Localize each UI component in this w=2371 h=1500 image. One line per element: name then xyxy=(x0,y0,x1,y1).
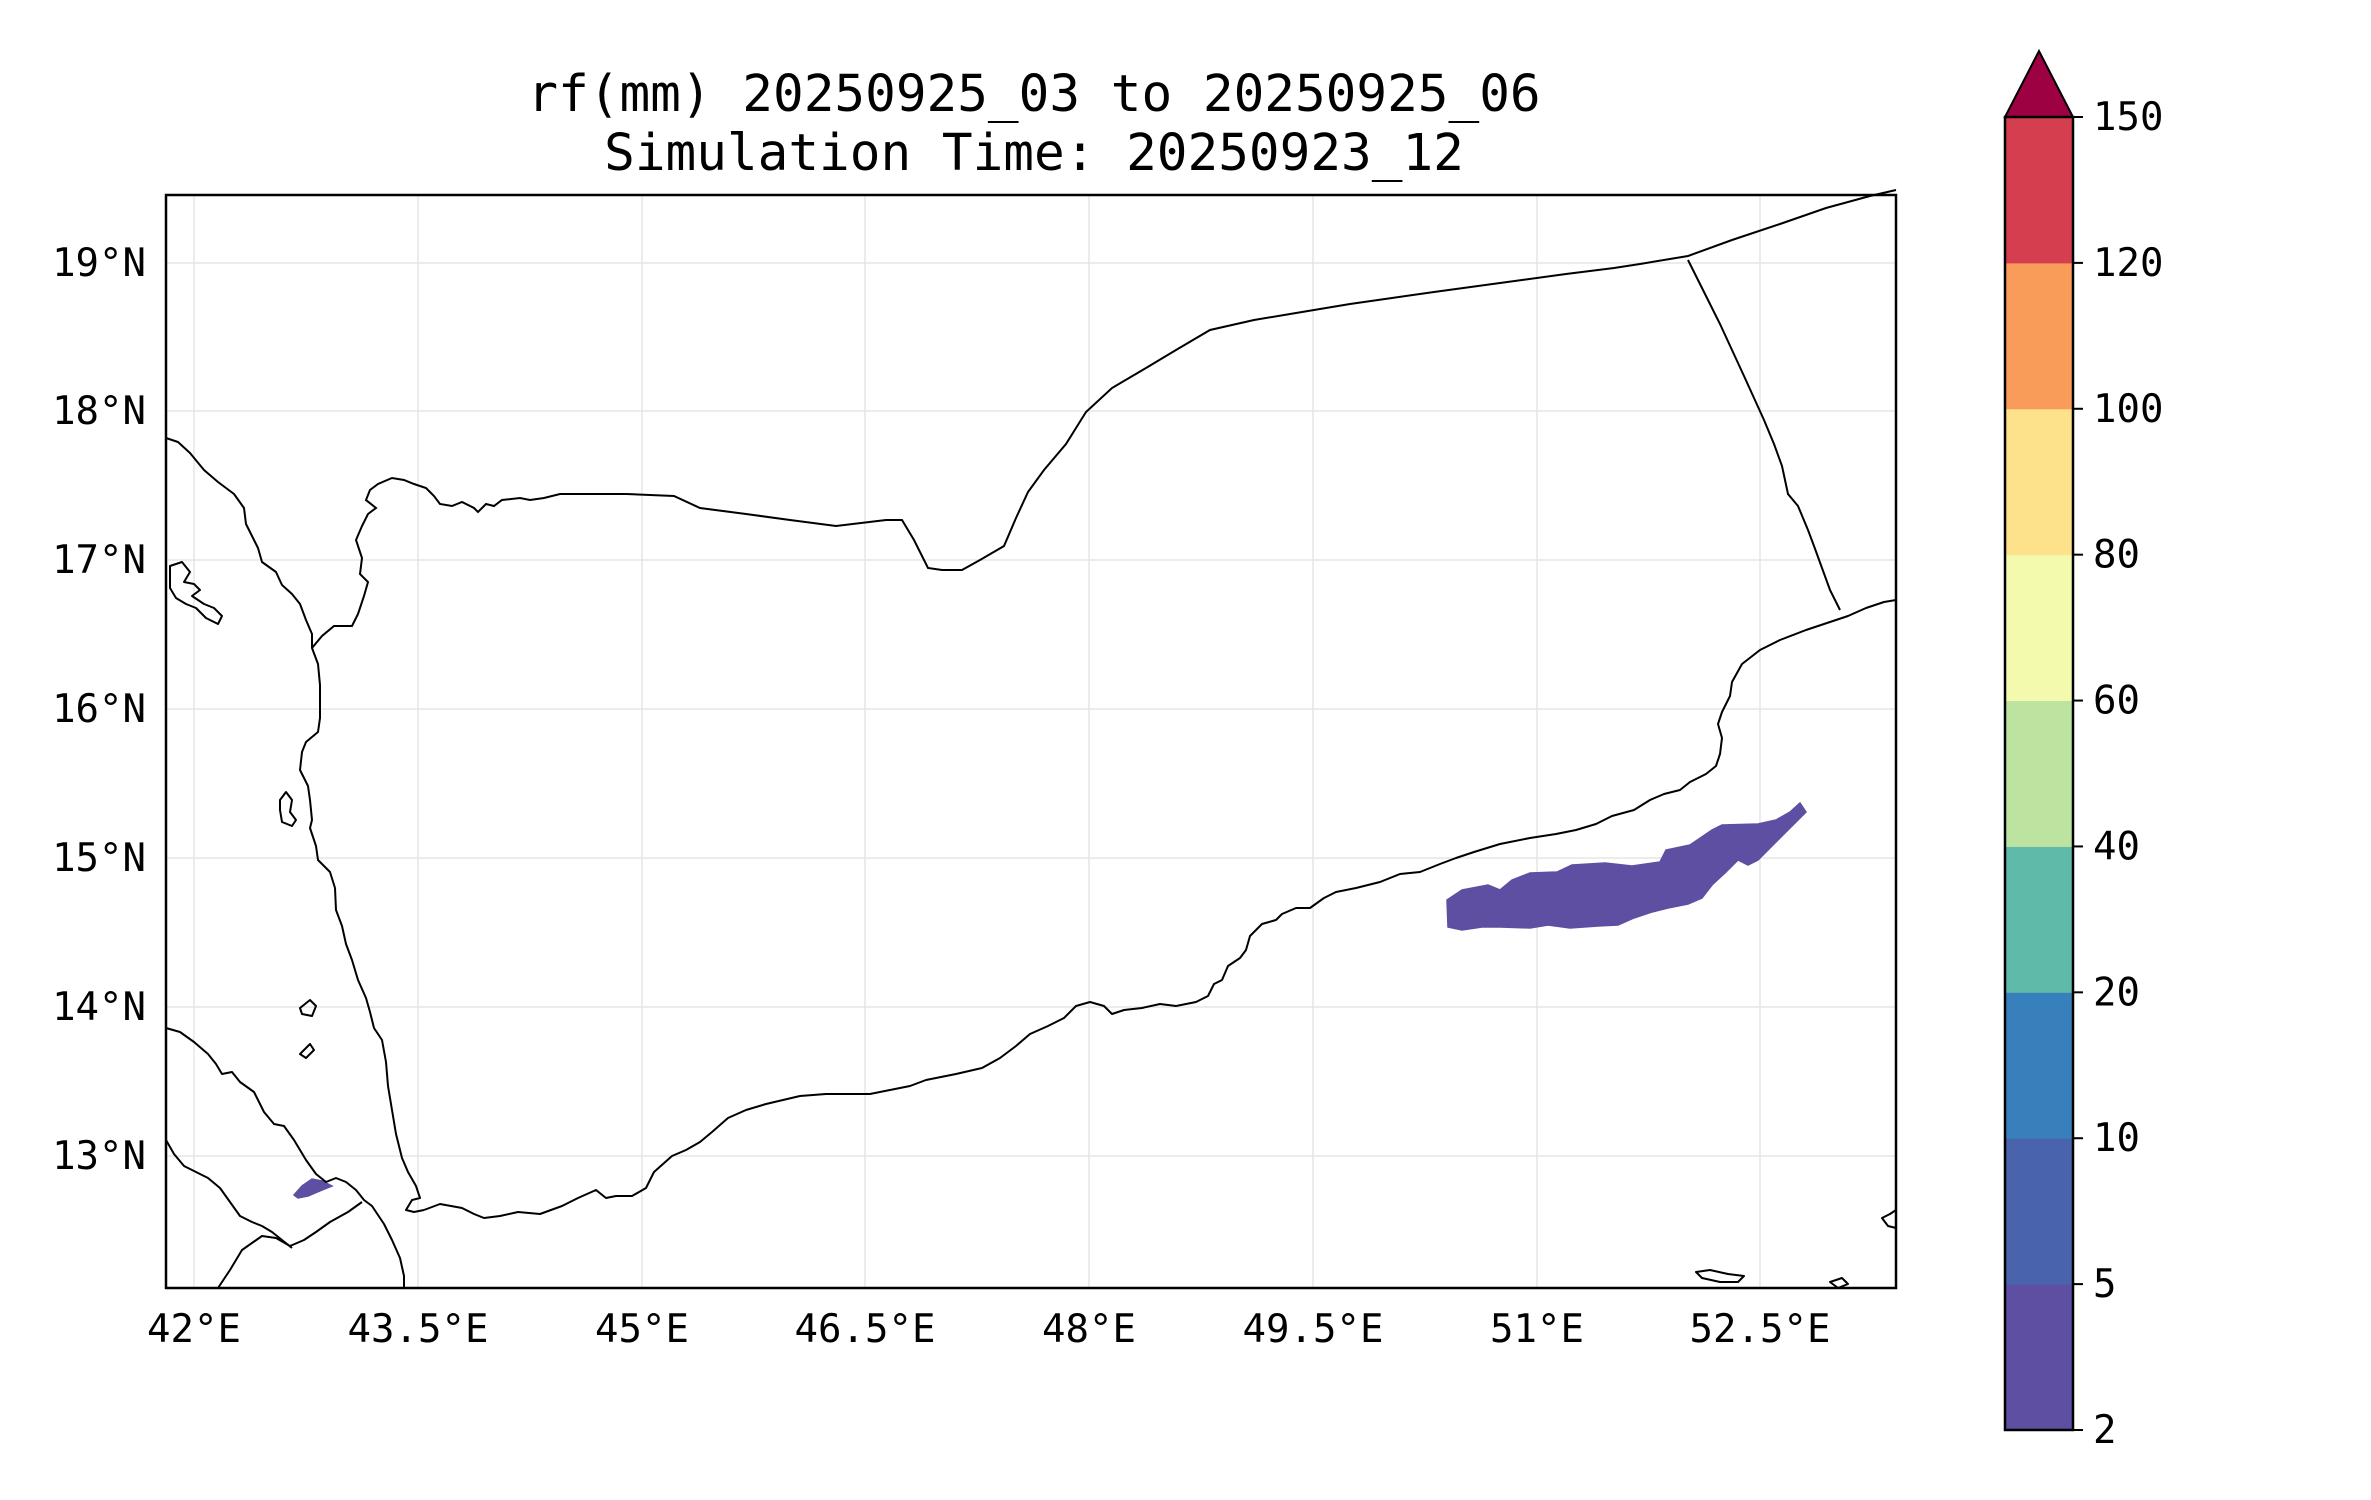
colorbar-tick-labels: 2 5 10 20 40 60 80 100 120 150 xyxy=(2073,95,2163,1453)
y-tick-label: 16°N xyxy=(52,687,146,732)
coastline-horn-of-africa-north xyxy=(165,1027,405,1288)
island-abd-al-kuri xyxy=(1695,1269,1745,1283)
rainfall-shading xyxy=(292,801,1807,1199)
rain-area-bab-el-mandeb xyxy=(292,1178,334,1199)
title-line-1: rf(mm) 20250925_03 to 20250925_06 xyxy=(527,65,1540,124)
y-tick-label: 15°N xyxy=(52,836,146,881)
x-tick-label: 46.5°E xyxy=(795,1307,936,1352)
y-tick-label: 17°N xyxy=(52,538,146,583)
island-farasan xyxy=(169,561,223,625)
colorbar-segment xyxy=(2005,1138,2073,1285)
x-tick-label: 52.5°E xyxy=(1690,1307,1831,1352)
colorbar-tick-label: 2 xyxy=(2093,1408,2116,1453)
map-background xyxy=(166,195,1896,1288)
island-hanish xyxy=(299,999,317,1017)
x-tick-label: 51°E xyxy=(1490,1307,1584,1352)
island-zuqar xyxy=(299,1043,315,1059)
colorbar-tick-label: 150 xyxy=(2093,95,2163,140)
colorbar-segment xyxy=(2005,408,2073,556)
title-line-2: Simulation Time: 20250923_12 xyxy=(604,124,1464,183)
coastline-red-sea-east xyxy=(165,437,425,1213)
x-tick-label: 49.5°E xyxy=(1243,1307,1384,1352)
x-tick-label: 43.5°E xyxy=(348,1307,489,1352)
x-tick-label: 48°E xyxy=(1042,1307,1136,1352)
coastline-eritrea-south xyxy=(165,1139,293,1249)
colorbar-tick-label: 80 xyxy=(2093,533,2140,578)
colorbar-segment xyxy=(2005,992,2073,1139)
colorbar-segments xyxy=(2005,117,2073,1431)
colorbar-tick-label: 40 xyxy=(2093,824,2140,869)
y-tick-label: 19°N xyxy=(52,241,146,286)
y-tick-label: 13°N xyxy=(52,1134,146,1179)
x-tick-label: 45°E xyxy=(595,1307,689,1352)
coastline-somalia-east xyxy=(1881,1209,1897,1229)
map-frame xyxy=(164,193,1898,1290)
colorbar-tick-label: 20 xyxy=(2093,970,2140,1015)
map-panel: 42°E 43.5°E 45°E 46.5°E 48°E 49.5°E 51°E… xyxy=(52,189,1898,1352)
colorbar-segment xyxy=(2005,700,2073,847)
colorbar-tick-label: 120 xyxy=(2093,241,2163,286)
rain-area-hadramawt xyxy=(1446,801,1807,931)
colorbar-segment xyxy=(2005,1284,2073,1431)
colorbar-tick-label: 100 xyxy=(2093,387,2163,432)
colorbar-segment xyxy=(2005,262,2073,410)
colorbar-segment xyxy=(2005,846,2073,993)
colorbar: 2 5 10 20 40 60 80 100 120 150 xyxy=(2003,48,2163,1453)
island-samhah xyxy=(1829,1277,1849,1289)
y-tick-labels: 19°N 18°N 17°N 16°N 15°N 14°N 13°N xyxy=(52,241,146,1179)
x-tick-labels: 42°E 43.5°E 45°E 46.5°E 48°E 49.5°E 51°E… xyxy=(147,1307,1830,1352)
y-tick-label: 14°N xyxy=(52,985,146,1030)
gridlines xyxy=(166,195,1896,1288)
coastlines xyxy=(165,189,1897,1289)
coastline-djibouti xyxy=(217,1201,363,1289)
x-tick-label: 42°E xyxy=(147,1307,241,1352)
colorbar-tick-label: 5 xyxy=(2093,1262,2116,1307)
coastline-gulf-of-aden-north xyxy=(423,599,1897,1219)
colorbar-tick-label: 60 xyxy=(2093,679,2140,724)
colorbar-segment xyxy=(2005,554,2073,702)
colorbar-tick-label: 10 xyxy=(2093,1116,2140,1161)
island-kamaran xyxy=(279,791,297,827)
colorbar-segment xyxy=(2005,117,2073,264)
y-tick-label: 18°N xyxy=(52,389,146,434)
colorbar-extend-triangle xyxy=(2003,48,2075,118)
border-yemen-saudi xyxy=(311,189,1897,649)
border-yemen-oman xyxy=(1687,259,1841,611)
colorbar-frame xyxy=(2003,115,2075,1432)
